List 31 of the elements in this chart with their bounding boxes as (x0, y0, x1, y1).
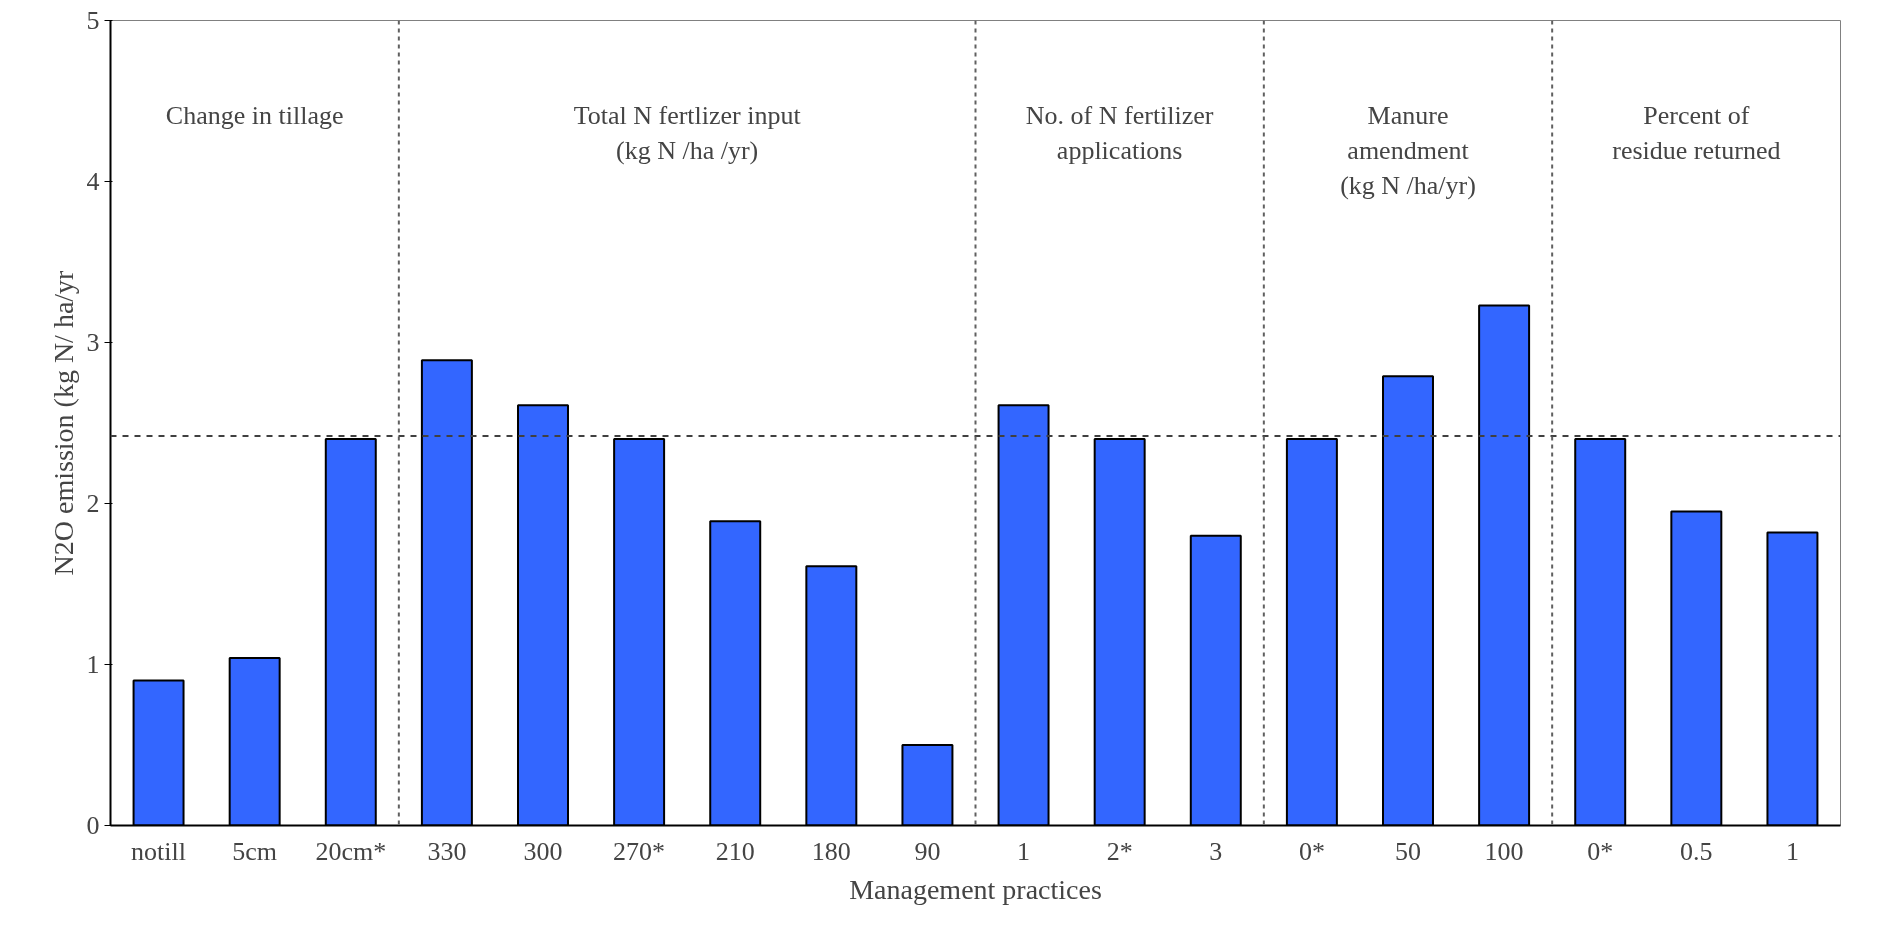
x-tick-label: 210 (715, 836, 755, 866)
x-tick-label: 180 (811, 836, 851, 866)
x-tick-label: 330 (427, 836, 467, 866)
x-tick-label: 0* (1587, 836, 1614, 866)
annotation: Percent of residue returned (1612, 101, 1781, 165)
x-tick-label: 1 (1017, 836, 1031, 866)
x-tick-label: 300 (523, 836, 563, 866)
x-tick-label: 0.5 (1680, 836, 1713, 866)
y-tick-label: 2 (86, 489, 100, 518)
y-tick-label: 3 (86, 328, 100, 357)
annotation: No. of N fertilizer applications (1025, 101, 1214, 165)
annotation: Manure amendment (kg N /ha/yr) (1340, 101, 1476, 200)
x-tick-label: 1 (1785, 836, 1799, 866)
x-tick-label: 270* (613, 836, 666, 866)
x-tick-label: 90 (914, 836, 941, 866)
annotation: Change in tillage (165, 101, 344, 130)
x-tick-label: notill (131, 836, 187, 866)
y-tick-label: 1 (86, 650, 100, 679)
x-tick-label: 20cm* (315, 836, 387, 866)
x-tick-label: 50 (1395, 836, 1421, 866)
annotation: Total N fertlizer input (kg N /ha /yr) (573, 101, 802, 165)
y-tick-label: 5 (86, 6, 100, 35)
x-tick-label: 3 (1209, 836, 1223, 866)
x-axis-title: Management practices (849, 873, 1102, 905)
x-tick-label: 0* (1298, 836, 1325, 866)
x-tick-label: 2* (1106, 836, 1133, 866)
y-tick-label: 0 (86, 811, 100, 840)
y-tick-label: 4 (86, 167, 100, 196)
x-tick-label: 5cm (232, 836, 278, 866)
y-axis-title: N2O emission (kg N/ ha/yr (47, 269, 79, 576)
x-tick-label: 100 (1484, 836, 1524, 866)
